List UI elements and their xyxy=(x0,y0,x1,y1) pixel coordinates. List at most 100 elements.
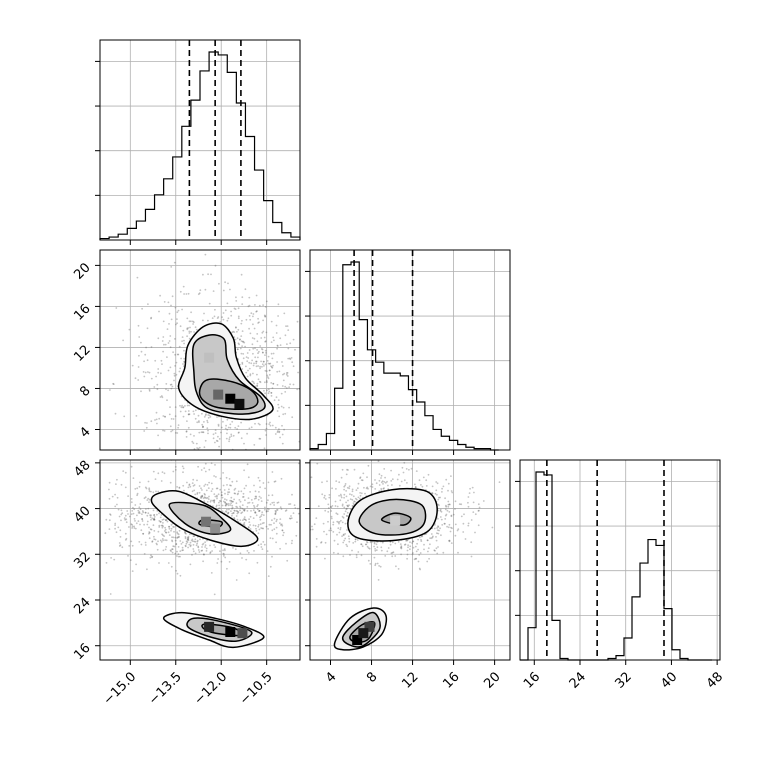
sample-point xyxy=(242,357,245,360)
sample-point xyxy=(242,519,244,522)
sample-point xyxy=(227,491,229,493)
sample-point xyxy=(204,496,207,499)
sample-point xyxy=(273,528,276,531)
sample-point xyxy=(207,414,210,416)
sample-point xyxy=(240,322,243,325)
y-tick-label: 48 xyxy=(71,458,93,480)
sample-point xyxy=(155,542,158,545)
sample-point xyxy=(134,377,137,380)
sample-point xyxy=(192,548,195,550)
sample-point xyxy=(201,495,204,498)
sample-point xyxy=(234,308,237,310)
sample-point xyxy=(263,314,266,317)
sample-point xyxy=(258,510,260,512)
sample-point xyxy=(273,517,276,520)
sample-point xyxy=(226,512,229,515)
sample-point xyxy=(342,555,345,558)
sample-point xyxy=(144,511,147,514)
x-tick-label: −12.0 xyxy=(191,669,230,708)
sample-point xyxy=(172,470,175,473)
sample-point xyxy=(423,548,425,551)
sample-point xyxy=(252,517,255,519)
sample-point xyxy=(438,496,440,499)
sample-point xyxy=(442,485,445,488)
sample-point xyxy=(276,509,279,511)
sample-point xyxy=(267,392,270,395)
sample-point xyxy=(398,473,400,476)
sample-point xyxy=(151,517,154,520)
sample-point xyxy=(236,493,239,496)
sample-point xyxy=(144,511,147,514)
sample-point xyxy=(349,493,351,496)
sample-point xyxy=(272,383,275,385)
sample-point xyxy=(254,495,257,498)
sample-point xyxy=(232,512,235,514)
sample-point xyxy=(218,438,221,440)
sample-point xyxy=(338,481,341,484)
sample-point xyxy=(239,500,242,503)
sample-point xyxy=(257,458,259,460)
sample-point xyxy=(374,564,377,567)
sample-point xyxy=(413,558,416,561)
sample-point xyxy=(351,549,353,552)
sample-point xyxy=(400,547,403,550)
sample-point xyxy=(247,357,250,359)
sample-point xyxy=(278,428,280,430)
sample-point xyxy=(161,363,163,365)
sample-point xyxy=(162,336,165,338)
sample-point xyxy=(157,434,160,437)
sample-point xyxy=(232,434,235,437)
sample-point xyxy=(120,519,122,522)
sample-point xyxy=(188,483,191,486)
sample-point xyxy=(288,406,290,409)
sample-point xyxy=(336,513,339,516)
sample-point xyxy=(462,522,465,525)
sample-point xyxy=(281,385,284,387)
sample-point xyxy=(235,502,238,505)
sample-point xyxy=(268,373,271,376)
sample-point xyxy=(266,374,269,377)
x-tick-label: 12 xyxy=(399,669,421,691)
sample-point xyxy=(259,345,262,347)
sample-point xyxy=(399,543,402,545)
sample-point xyxy=(189,533,191,536)
sample-point xyxy=(163,472,166,475)
sample-point xyxy=(462,531,465,533)
sample-point xyxy=(454,508,456,510)
sample-point xyxy=(216,494,218,497)
sample-point xyxy=(255,294,258,297)
sample-point xyxy=(397,568,400,570)
sample-point xyxy=(437,546,439,548)
sample-point xyxy=(258,495,261,498)
sample-point xyxy=(265,510,268,512)
sample-point xyxy=(185,430,188,433)
sample-point xyxy=(188,337,191,340)
sample-point xyxy=(357,496,360,499)
sample-point xyxy=(346,515,349,517)
sample-point xyxy=(380,549,383,552)
sample-point xyxy=(150,316,153,319)
sample-point xyxy=(400,545,403,548)
hist-frame xyxy=(519,459,721,661)
sample-point xyxy=(189,563,192,566)
sample-point xyxy=(163,535,166,537)
sample-point xyxy=(218,282,220,285)
sample-point xyxy=(261,331,264,334)
sample-point xyxy=(226,428,229,431)
sample-point xyxy=(170,527,173,530)
sample-point xyxy=(269,565,272,568)
sample-point xyxy=(257,356,259,359)
sample-point xyxy=(240,273,243,276)
sample-point xyxy=(201,549,204,552)
sample-point xyxy=(354,500,356,503)
sample-point xyxy=(267,499,269,502)
sample-point xyxy=(345,508,348,510)
sample-point xyxy=(174,406,177,408)
sample-point xyxy=(253,362,255,365)
sample-point xyxy=(248,572,251,575)
sample-point xyxy=(227,502,230,505)
sample-point xyxy=(148,488,151,491)
sample-point xyxy=(172,351,175,354)
sample-point xyxy=(198,491,201,494)
sample-point xyxy=(202,560,205,563)
